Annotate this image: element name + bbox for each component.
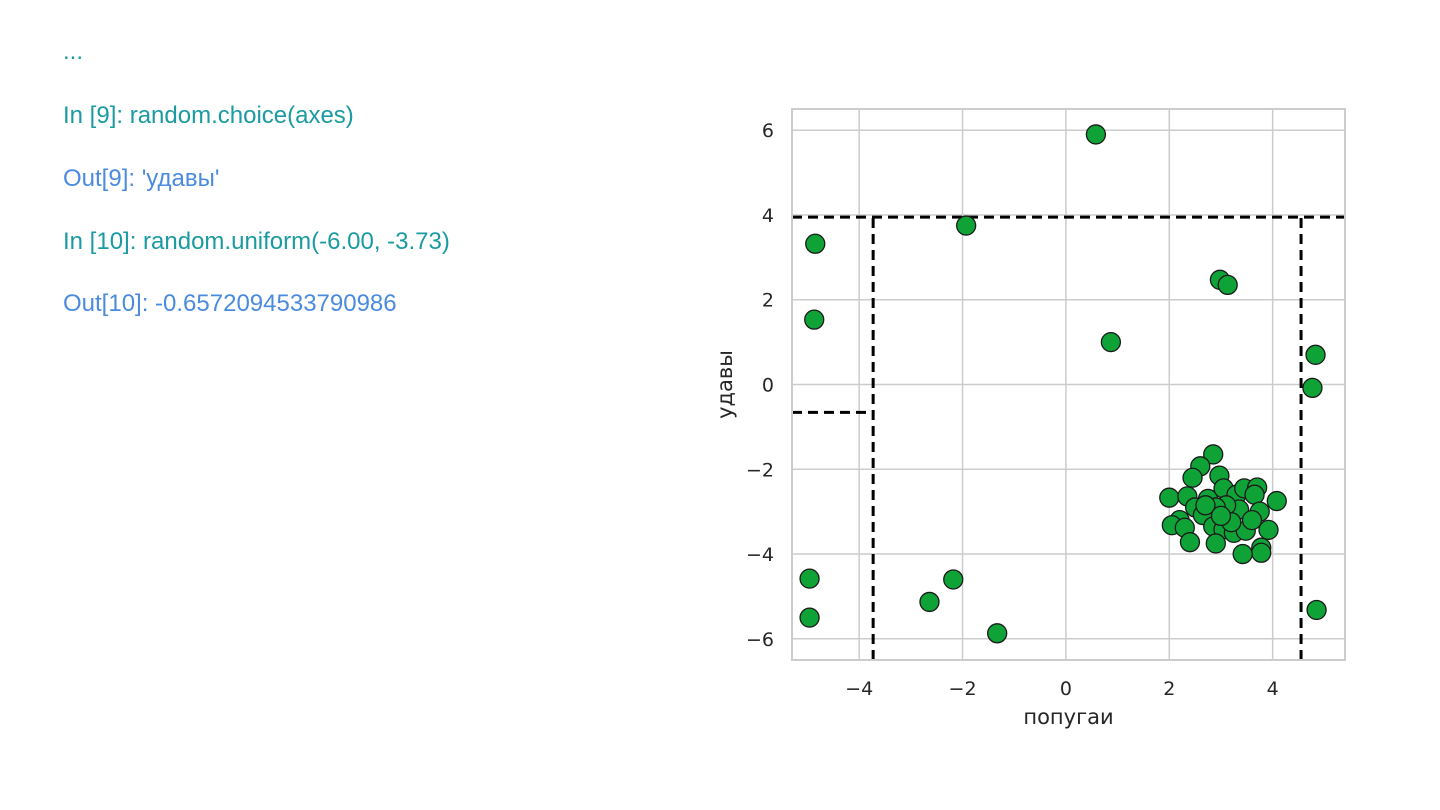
scatter-point: [1244, 484, 1265, 505]
console-input-10: In [10]: random.uniform(-6.00, -3.73): [63, 228, 450, 255]
scatter-point: [987, 623, 1008, 644]
scatter-point: [799, 607, 820, 628]
y-tick-label: 4: [762, 205, 774, 227]
scatter-point: [1258, 519, 1279, 541]
y-tick-label: −4: [746, 544, 774, 566]
plot-frame: [791, 108, 1346, 661]
scatter-point: [1217, 274, 1238, 296]
x-tick-label: 0: [1060, 678, 1072, 700]
scatter-point: [1100, 331, 1122, 353]
x-axis-label: попугаи: [1023, 705, 1113, 729]
scatter-point: [1179, 532, 1201, 553]
x-tick-labels: −4 −2 0 2 4: [845, 678, 1279, 700]
console-output-10: Out[10]: -0.6572094533790986: [63, 290, 397, 317]
x-tick-label: −2: [949, 678, 977, 700]
y-tick-label: 0: [762, 375, 774, 397]
scatter-point: [1305, 344, 1326, 365]
x-tick-label: −4: [845, 678, 873, 700]
guide-lines: [792, 215, 1345, 660]
scatter-point: [1195, 495, 1216, 516]
console-ellipsis: ...: [63, 38, 84, 65]
y-tick-label: −6: [746, 629, 774, 651]
scatter-point: [956, 215, 977, 236]
scatter-point: [1203, 444, 1224, 465]
console-output-9: Out[9]: 'удавы': [63, 165, 220, 192]
scatter-point: [1251, 542, 1272, 563]
grid: [792, 109, 1345, 660]
y-tick-label: −2: [746, 459, 774, 481]
scatter-point: [1210, 505, 1232, 527]
scatter-point: [1182, 467, 1203, 488]
scatter-point: [1232, 543, 1253, 565]
console-input-9: In [9]: random.choice(axes): [63, 102, 354, 129]
scatter-point: [919, 591, 940, 613]
scatter-point: [1241, 509, 1263, 531]
y-tick-label: 2: [762, 290, 774, 312]
scatter-point: [804, 309, 825, 330]
scatter-point: [1159, 487, 1180, 508]
scatter-point: [1306, 599, 1327, 621]
scatter-point: [943, 569, 964, 590]
scatter-point: [799, 568, 820, 589]
scatter-point: [1205, 533, 1226, 554]
scatter-point: [805, 233, 826, 254]
data-points: [799, 124, 1327, 644]
scatter-point: [1302, 377, 1323, 399]
x-tick-label: 2: [1163, 678, 1175, 700]
y-tick-label: 6: [762, 120, 774, 142]
x-tick-label: 4: [1267, 678, 1279, 700]
y-axis-label: удавы: [713, 350, 737, 419]
scatter-point: [1266, 490, 1287, 512]
y-tick-labels: −6 −4 −2 0 2 4 6: [746, 120, 774, 651]
scatter-point: [1085, 124, 1107, 145]
